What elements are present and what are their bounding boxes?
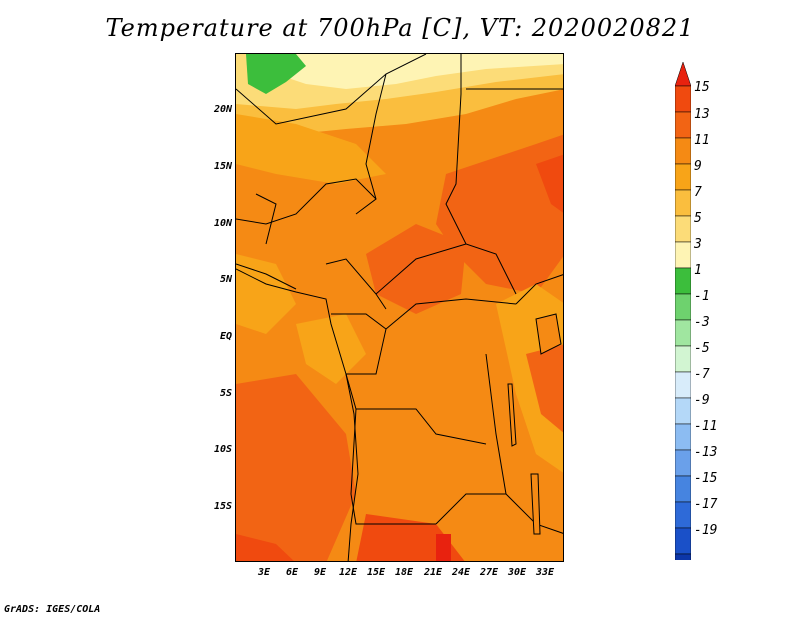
- x-tick-label: 24E: [451, 567, 471, 578]
- y-tick-label: 5N: [219, 274, 232, 285]
- y-tick-label: 5S: [219, 388, 232, 399]
- credit-text: GrADS: IGES/COLA: [4, 604, 101, 615]
- temperature-field: [236, 54, 563, 561]
- colorbar-cell: [675, 423, 691, 451]
- colorbar-cell: [675, 215, 691, 243]
- x-tick-label: 9E: [313, 567, 327, 578]
- colorbar-label: -3: [694, 315, 710, 330]
- colorbar-cell: [675, 111, 691, 139]
- colorbar-cell: [675, 293, 691, 321]
- colorbar-label: -13: [694, 445, 718, 460]
- colorbar-cell: [675, 501, 691, 529]
- colorbar-cell: [675, 475, 691, 503]
- colorbar-cell: [675, 267, 691, 295]
- colorbar-label: -5: [694, 341, 710, 356]
- colorbar-label: -1: [694, 289, 710, 304]
- temperature-map: [235, 53, 564, 562]
- colorbar-label: 3: [694, 237, 702, 252]
- colorbar-cell: [675, 397, 691, 425]
- colorbar-cell: [675, 345, 691, 373]
- x-tick-label: 12E: [338, 567, 358, 578]
- colorbar-label: -11: [694, 419, 718, 434]
- colorbar-cell: [675, 85, 691, 113]
- colorbar-cell: [675, 527, 691, 555]
- colorbar: [675, 62, 691, 560]
- x-tick-label: 6E: [285, 567, 299, 578]
- x-tick-label: 21E: [423, 567, 443, 578]
- colorbar-label: 5: [694, 211, 702, 226]
- colorbar-cell: [675, 241, 691, 269]
- colorbar-label: 15: [694, 80, 710, 95]
- x-tick-label: 18E: [394, 567, 414, 578]
- colorbar-cell: [675, 449, 691, 477]
- y-tick-label: 10N: [213, 218, 232, 229]
- x-tick-label: 33E: [535, 567, 555, 578]
- colorbar-label: -19: [694, 523, 718, 538]
- colorbar-label: -17: [694, 497, 718, 512]
- x-tick-label: 27E: [479, 567, 499, 578]
- colorbar-label: 9: [694, 159, 702, 174]
- colorbar-cell: [675, 137, 691, 165]
- colorbar-cell: [675, 189, 691, 217]
- y-tick-label: 20N: [213, 104, 232, 115]
- colorbar-label: 7: [694, 185, 702, 200]
- colorbar-cell: [675, 371, 691, 399]
- chart-title: Temperature at 700hPa [C], VT: 202002082…: [105, 14, 695, 42]
- colorbar-label: -9: [694, 393, 710, 408]
- x-tick-label: 3E: [257, 567, 271, 578]
- y-tick-label: 15S: [213, 501, 232, 512]
- y-tick-label: 10S: [213, 444, 232, 455]
- colorbar-label: 13: [694, 107, 710, 122]
- colorbar-cell: [675, 553, 691, 560]
- colorbar-cell: [675, 62, 691, 87]
- y-tick-label: 15N: [213, 161, 232, 172]
- colorbar-label: 11: [694, 133, 710, 148]
- x-tick-label: 15E: [366, 567, 386, 578]
- colorbar-cell: [675, 319, 691, 347]
- colorbar-cell: [675, 163, 691, 191]
- colorbar-label: -15: [694, 471, 718, 486]
- x-tick-label: 30E: [507, 567, 527, 578]
- colorbar-label: 1: [694, 263, 702, 278]
- colorbar-label: -7: [694, 367, 710, 382]
- y-tick-label: EQ: [219, 331, 232, 342]
